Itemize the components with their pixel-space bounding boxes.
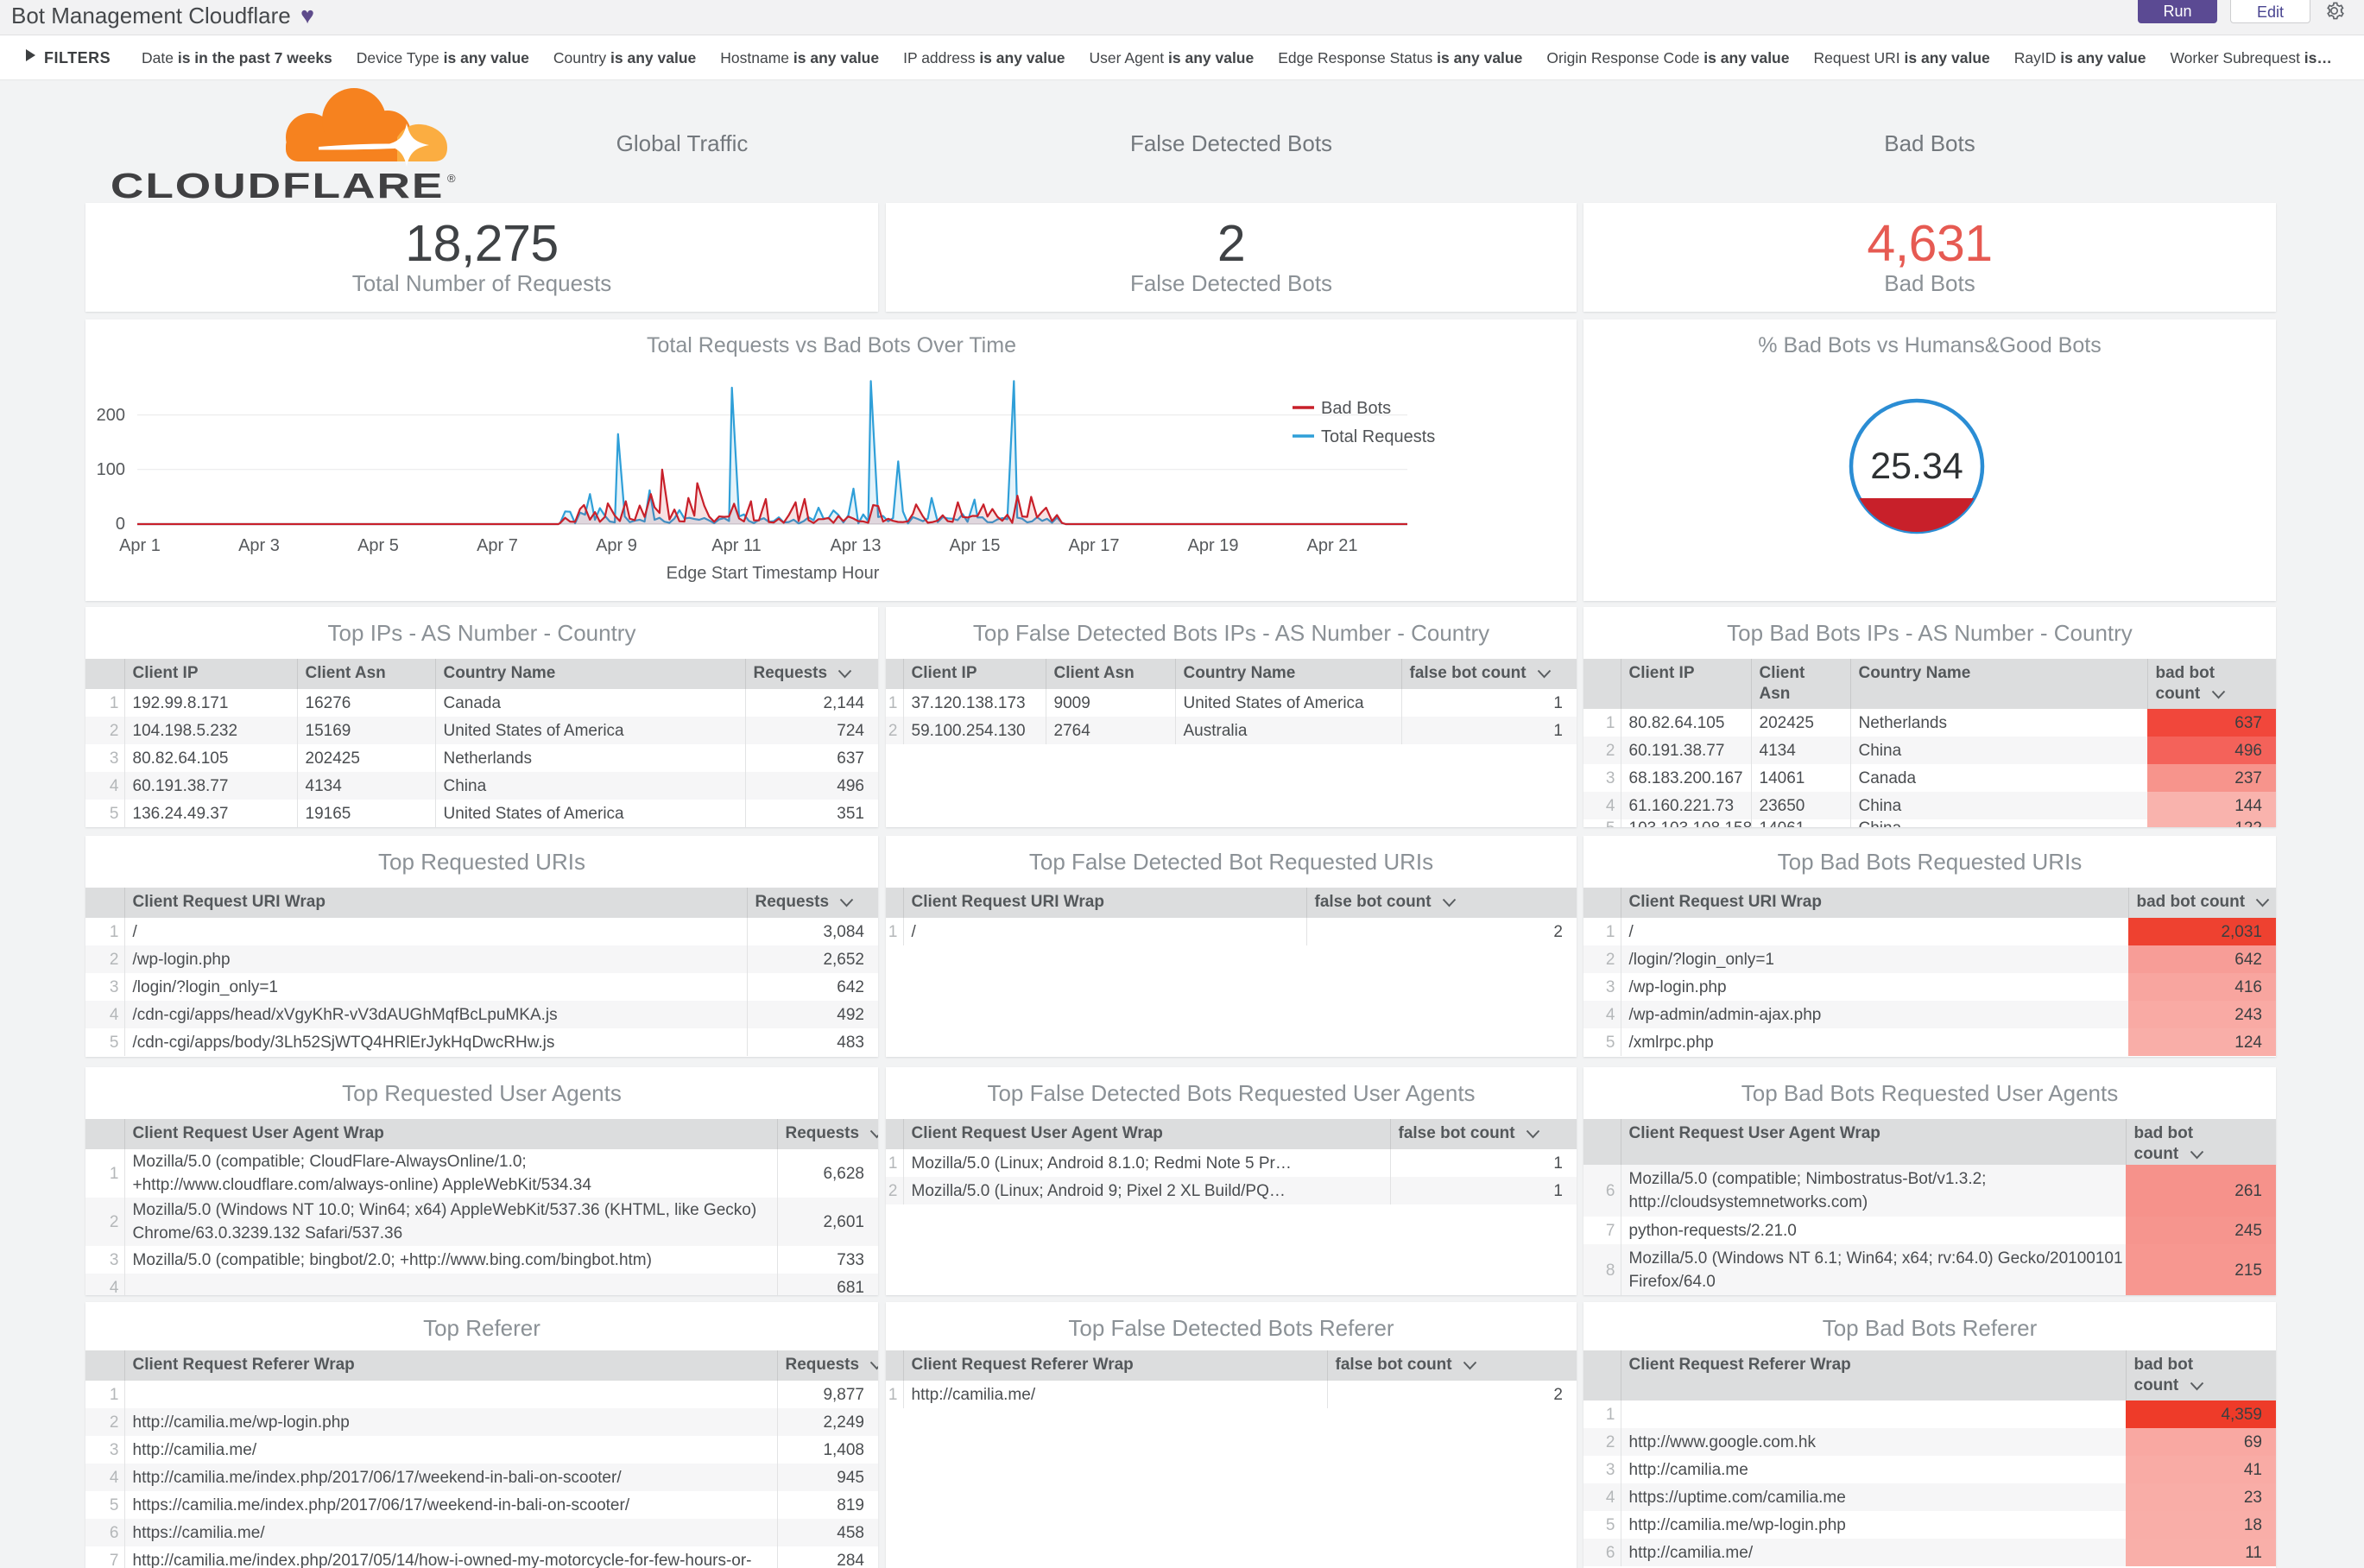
- svg-text:Apr 7: Apr 7: [477, 536, 518, 555]
- svg-text:Bad Bots: Bad Bots: [1321, 399, 1391, 418]
- svg-text:Apr 9: Apr 9: [596, 536, 637, 555]
- svg-text:Apr 13: Apr 13: [831, 536, 882, 555]
- svg-text:Apr 15: Apr 15: [950, 536, 1001, 555]
- svg-text:Apr 11: Apr 11: [711, 536, 761, 555]
- svg-text:Total Requests: Total Requests: [1321, 427, 1435, 446]
- svg-text:Apr 17: Apr 17: [1069, 536, 1120, 555]
- svg-text:Apr 21: Apr 21: [1307, 536, 1358, 555]
- svg-text:®: ®: [447, 172, 456, 185]
- svg-text:200: 200: [97, 406, 125, 425]
- svg-text:Apr 3: Apr 3: [238, 536, 280, 555]
- svg-text:Apr 19: Apr 19: [1188, 536, 1239, 555]
- svg-text:0: 0: [116, 515, 125, 534]
- svg-text:CLOUDFLARE: CLOUDFLARE: [111, 167, 445, 204]
- svg-text:25.34: 25.34: [1870, 446, 1963, 487]
- svg-text:Apr 5: Apr 5: [357, 536, 399, 555]
- svg-text:100: 100: [97, 460, 125, 479]
- svg-text:% Bad Bots vs Humans&Good Bots: % Bad Bots vs Humans&Good Bots: [1758, 333, 2101, 357]
- svg-text:Total Requests vs Bad Bots Ove: Total Requests vs Bad Bots Over Time: [647, 333, 1016, 357]
- svg-text:Edge Start Timestamp Hour: Edge Start Timestamp Hour: [667, 564, 880, 583]
- svg-text:Apr 1: Apr 1: [119, 536, 161, 555]
